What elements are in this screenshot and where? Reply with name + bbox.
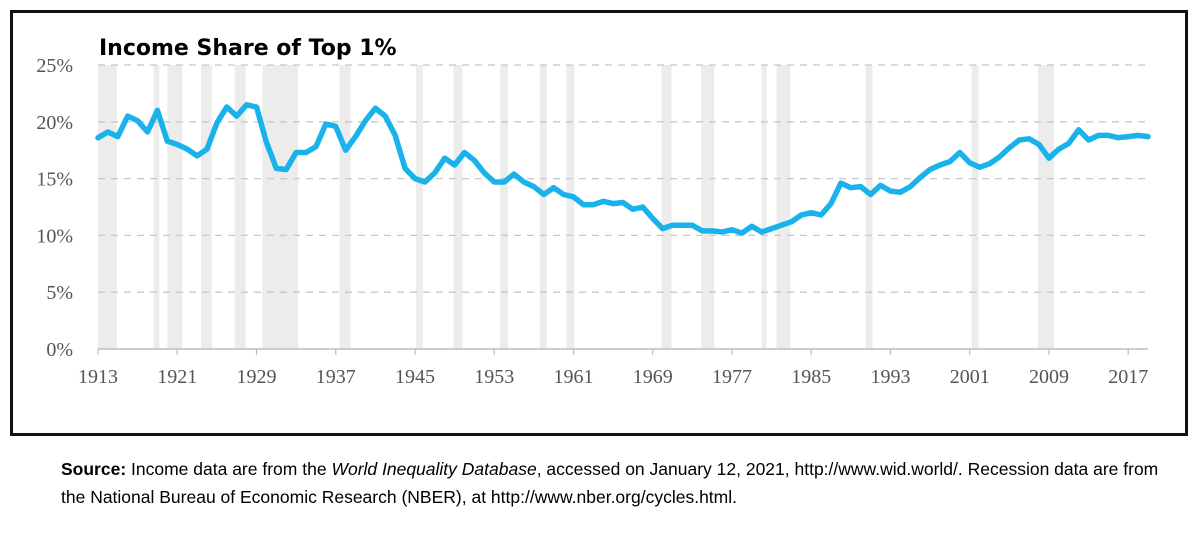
source-text-1: Income data are from the bbox=[131, 459, 327, 479]
source-database: World Inequality Database bbox=[331, 459, 537, 479]
source-note: Source: Income data are from the World I… bbox=[61, 455, 1161, 511]
line-chart: 0% 5% 10% 15% 20% 25% 1913 1921 1929 1937 1945 1953… bbox=[36, 36, 1151, 388]
x-tick-label: 2017 bbox=[1108, 366, 1148, 388]
x-tick-label: 1953 bbox=[474, 366, 514, 388]
x-tick-label: 1969 bbox=[633, 366, 673, 388]
recession-band bbox=[539, 65, 547, 349]
axes: 0% 5% 10% 15% 20% 25% 1913 1921 1929 1937 1945 1953… bbox=[36, 55, 1148, 388]
source-text-2: , accessed on January 12, 2021, http://w… bbox=[61, 459, 1159, 507]
recession-band bbox=[661, 65, 672, 349]
x-tick-label: 1937 bbox=[316, 366, 356, 388]
x-tick-label: 1993 bbox=[870, 366, 910, 388]
recession-band bbox=[566, 65, 575, 349]
x-tick-label: 1921 bbox=[157, 366, 197, 388]
y-tick-label: 20% bbox=[36, 112, 73, 134]
recession-band bbox=[865, 65, 873, 349]
y-tick-label: 10% bbox=[36, 225, 73, 247]
chart-title: Income Share of Top 1% bbox=[99, 36, 397, 61]
recession-band bbox=[201, 65, 212, 349]
source-label: Source: bbox=[61, 459, 127, 479]
recession-band bbox=[761, 65, 767, 349]
series-layer bbox=[95, 102, 1151, 236]
recession-band bbox=[153, 65, 160, 349]
recession-band bbox=[500, 65, 509, 349]
x-tick-label: 1977 bbox=[712, 366, 752, 388]
recession-band bbox=[234, 65, 246, 349]
y-tick-label: 0% bbox=[46, 339, 73, 361]
chart-frame: 0% 5% 10% 15% 20% 25% 1913 1921 1929 1937 1945 1953… bbox=[10, 10, 1188, 436]
x-tick-label: 1945 bbox=[395, 366, 435, 388]
series-line bbox=[95, 102, 1151, 236]
recession-band bbox=[971, 65, 979, 349]
recession-band bbox=[167, 65, 183, 349]
x-tick-label: 1929 bbox=[236, 366, 276, 388]
recession-band bbox=[701, 65, 715, 349]
x-tick-label: 1961 bbox=[553, 366, 593, 388]
y-tick-label: 15% bbox=[36, 169, 73, 191]
grid-lines bbox=[98, 64, 1148, 293]
recession-band bbox=[98, 65, 117, 349]
recession-bands bbox=[98, 65, 1054, 349]
x-tick-label: 1913 bbox=[78, 366, 118, 388]
recession-band bbox=[339, 65, 351, 349]
recession-band bbox=[453, 65, 463, 349]
y-tick-label: 5% bbox=[46, 282, 73, 304]
x-tick-label: 2001 bbox=[950, 366, 990, 388]
recession-band bbox=[776, 65, 791, 349]
x-tick-label: 2009 bbox=[1029, 366, 1069, 388]
recession-band bbox=[415, 65, 423, 349]
recession-band bbox=[262, 65, 299, 349]
y-tick-label: 25% bbox=[36, 55, 73, 77]
recession-band bbox=[1038, 65, 1054, 349]
x-tick-label: 1985 bbox=[791, 366, 831, 388]
